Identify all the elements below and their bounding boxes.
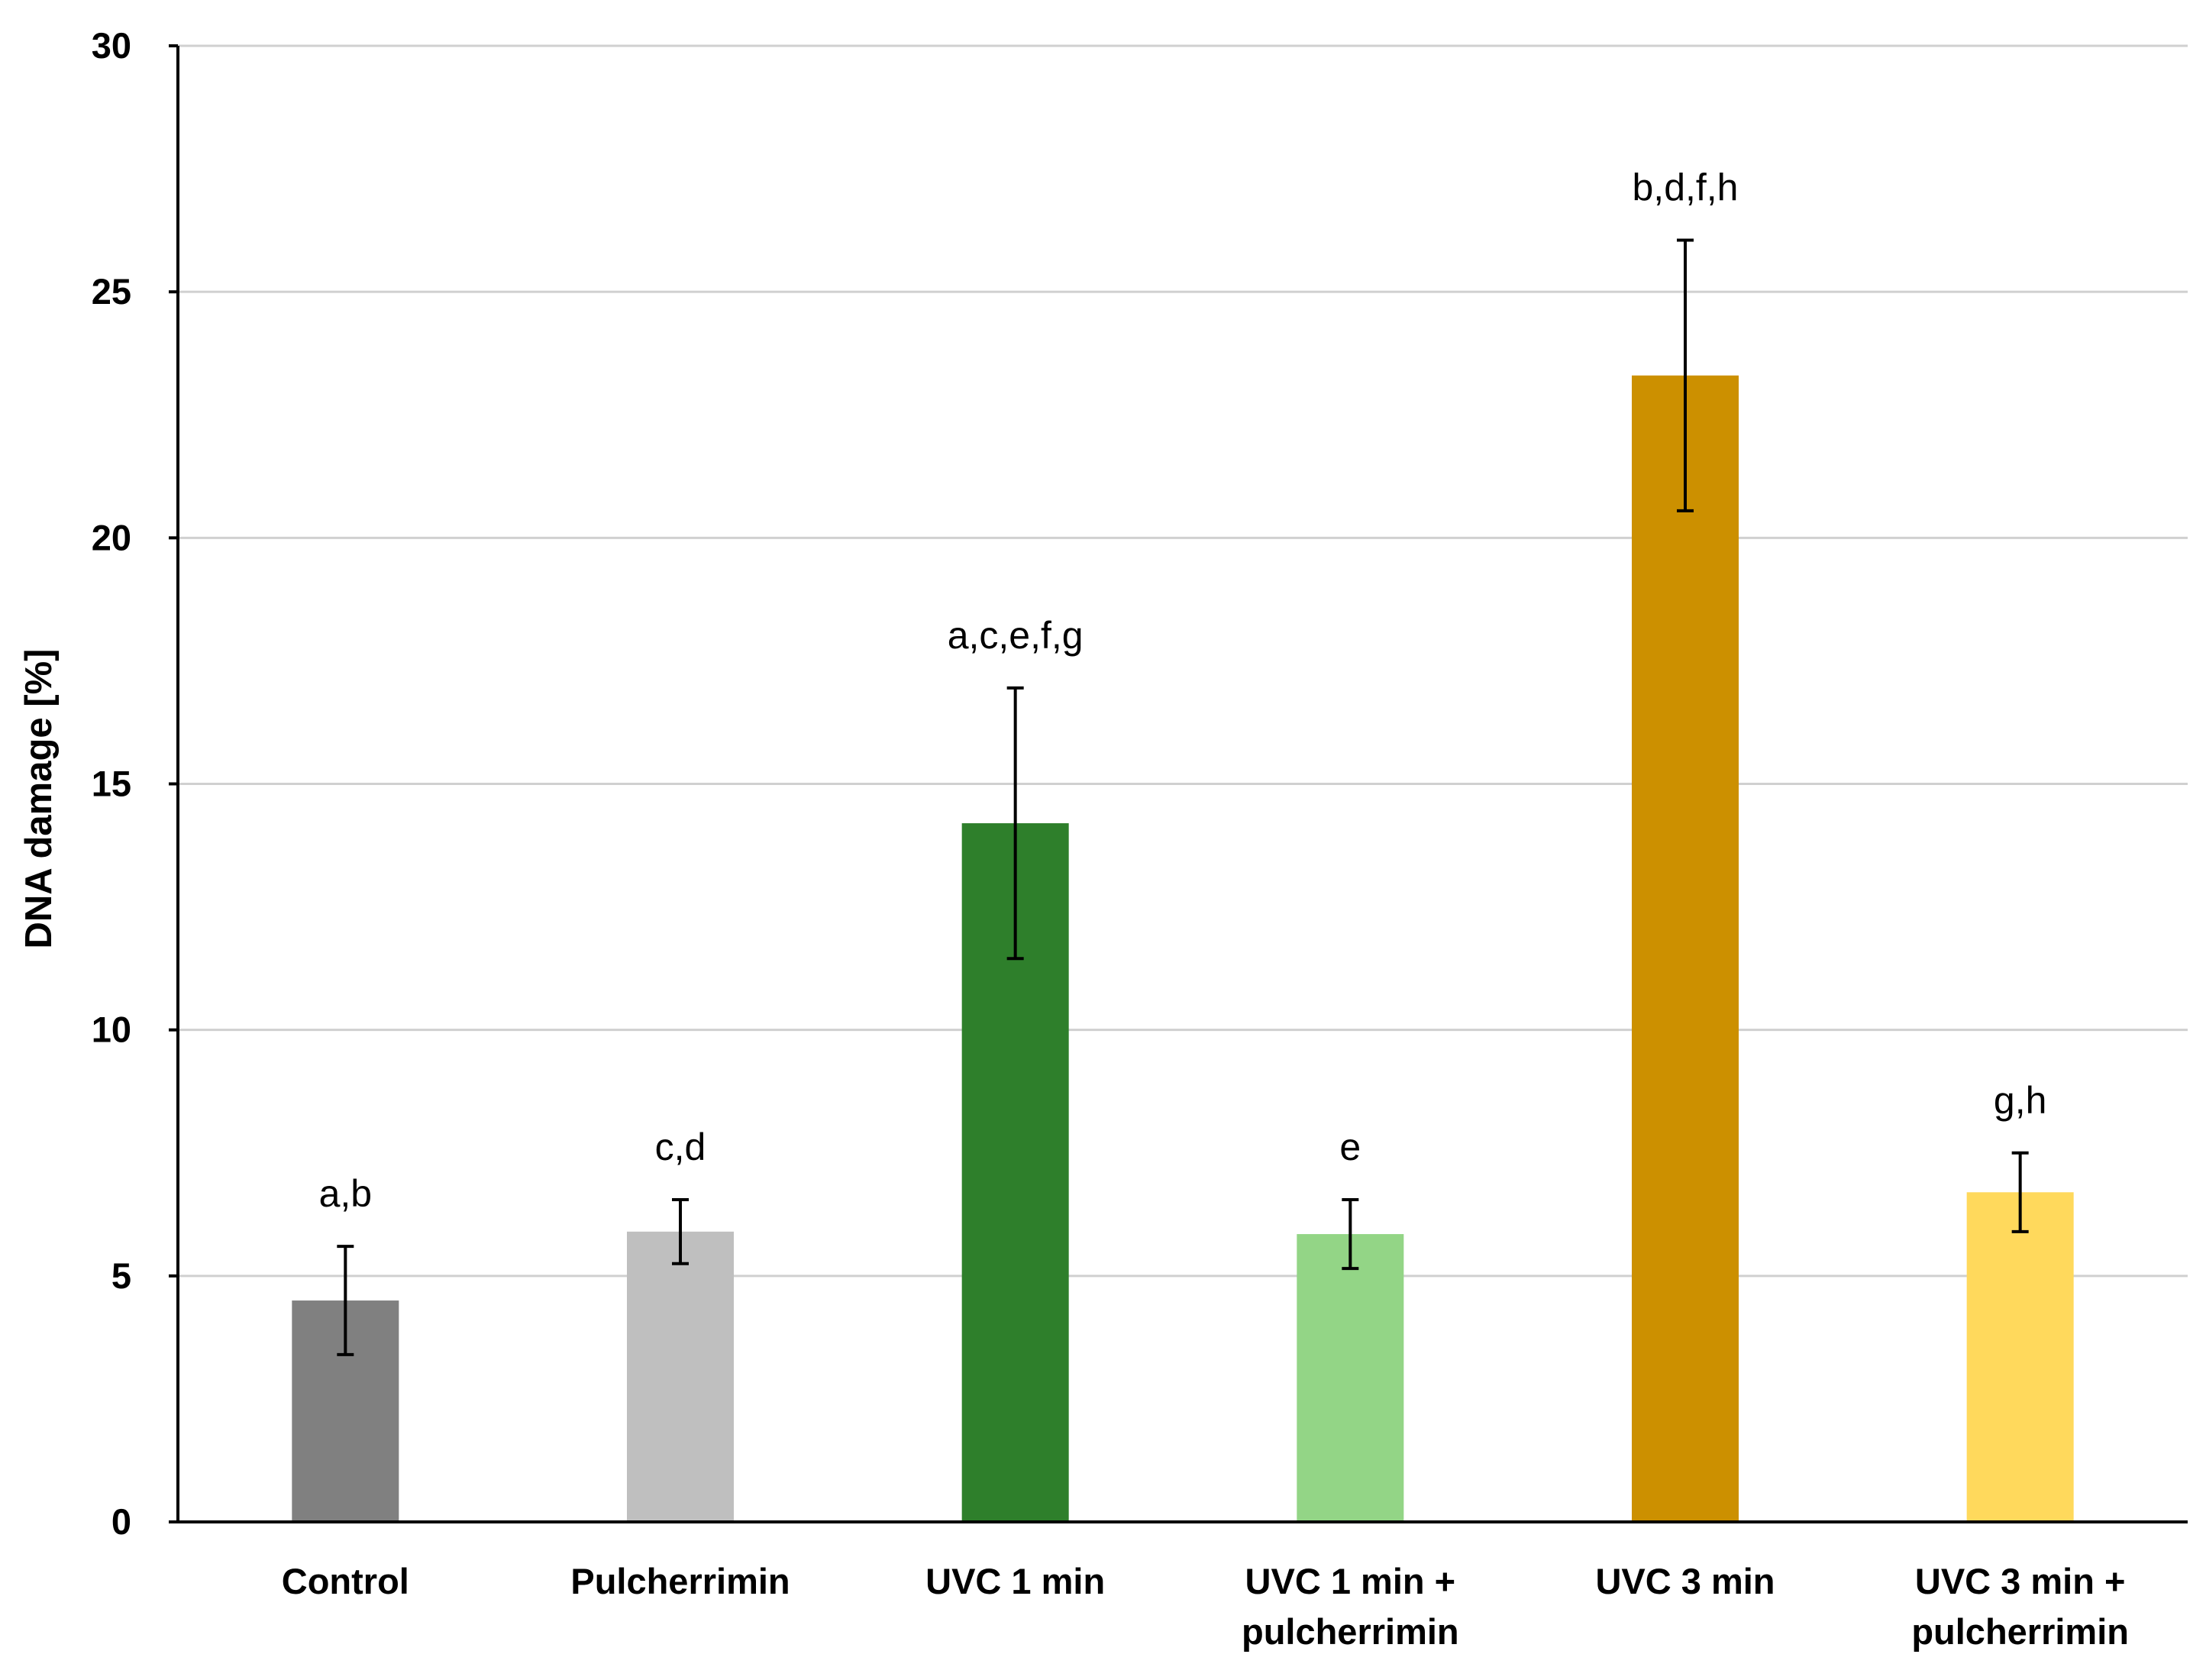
x-category-label: Pulcherrimin xyxy=(570,1561,790,1601)
significance-label: e xyxy=(1339,1126,1361,1168)
x-category-label: pulcherrimin xyxy=(1911,1611,2129,1652)
significance-label: a,c,e,f,g xyxy=(948,614,1084,657)
x-category-label: UVC 3 min + xyxy=(1915,1561,2126,1601)
y-axis-title: DNA damage [%] xyxy=(18,649,60,949)
significance-label: b,d,f,h xyxy=(1633,166,1739,209)
bar xyxy=(1632,375,1739,1522)
bar xyxy=(1297,1234,1404,1522)
gridlines xyxy=(178,44,2188,1278)
significance-label: c,d xyxy=(655,1126,706,1168)
y-tick-label: 30 xyxy=(92,25,131,66)
y-tick-label: 0 xyxy=(111,1501,131,1542)
y-tick-label: 5 xyxy=(111,1255,131,1296)
bar xyxy=(1966,1192,2074,1522)
axes xyxy=(169,44,2188,1523)
x-category-label: UVC 1 min + xyxy=(1245,1561,1456,1601)
bar xyxy=(627,1231,734,1522)
x-category-label: Control xyxy=(282,1561,409,1601)
x-category-label: pulcherrimin xyxy=(1242,1611,1459,1652)
y-tick-label: 20 xyxy=(92,517,131,557)
labels: 0 5 10 15 20 25 30 a,b Control c,d Pulcherrimin a,c… xyxy=(92,25,2129,1652)
y-tick-label: 25 xyxy=(92,271,131,312)
y-tick-label: 15 xyxy=(92,764,131,804)
bars xyxy=(292,238,2074,1522)
significance-label: g,h xyxy=(1994,1079,2047,1122)
y-tick-label: 10 xyxy=(92,1010,131,1050)
x-category-label: UVC 1 min xyxy=(925,1561,1105,1601)
x-category-label: UVC 3 min xyxy=(1595,1561,1775,1601)
significance-label: a,b xyxy=(319,1172,373,1215)
